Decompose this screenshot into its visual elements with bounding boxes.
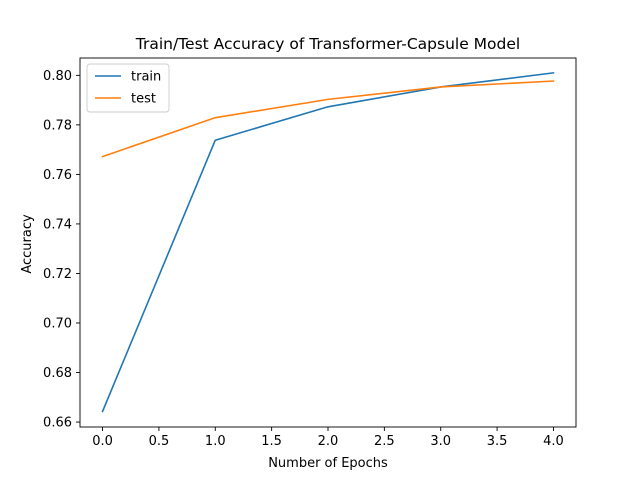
x-tick-label: 4.0	[543, 434, 564, 449]
y-tick-label: 0.78	[43, 118, 72, 133]
y-tick-label: 0.68	[43, 366, 72, 381]
legend-label-test: test	[131, 92, 156, 107]
x-tick-label: 2.5	[374, 434, 395, 449]
x-tick-label: 0.0	[92, 434, 113, 449]
y-tick-label: 0.70	[43, 316, 72, 331]
y-tick-label: 0.66	[43, 416, 72, 431]
y-tick-label: 0.76	[43, 168, 72, 183]
legend-label-train: train	[131, 70, 161, 85]
chart-title: Train/Test Accuracy of Transformer-Capsu…	[135, 35, 520, 53]
plot-area: 0.0 0.5 1.0 1.5 2.0 2.5 3.0 3.5 4.0 0.66 0.68 0.70 0…	[43, 57, 577, 449]
y-axis-label: Accuracy	[20, 214, 35, 274]
x-tick-label: 2.0	[318, 434, 339, 449]
series-line-test	[101, 80, 555, 158]
series-line-train	[101, 71, 555, 413]
y-tick-label: 0.72	[43, 267, 72, 282]
x-tick-label: 1.5	[261, 434, 282, 449]
x-axis-label: Number of Epochs	[268, 456, 388, 471]
y-tick-label: 0.80	[43, 69, 72, 84]
x-tick-label: 1.0	[205, 434, 226, 449]
x-tick-label: 3.5	[487, 434, 508, 449]
x-tick-label: 3.0	[430, 434, 451, 449]
x-tick-label: 0.5	[149, 434, 170, 449]
y-tick-label: 0.74	[43, 217, 72, 232]
